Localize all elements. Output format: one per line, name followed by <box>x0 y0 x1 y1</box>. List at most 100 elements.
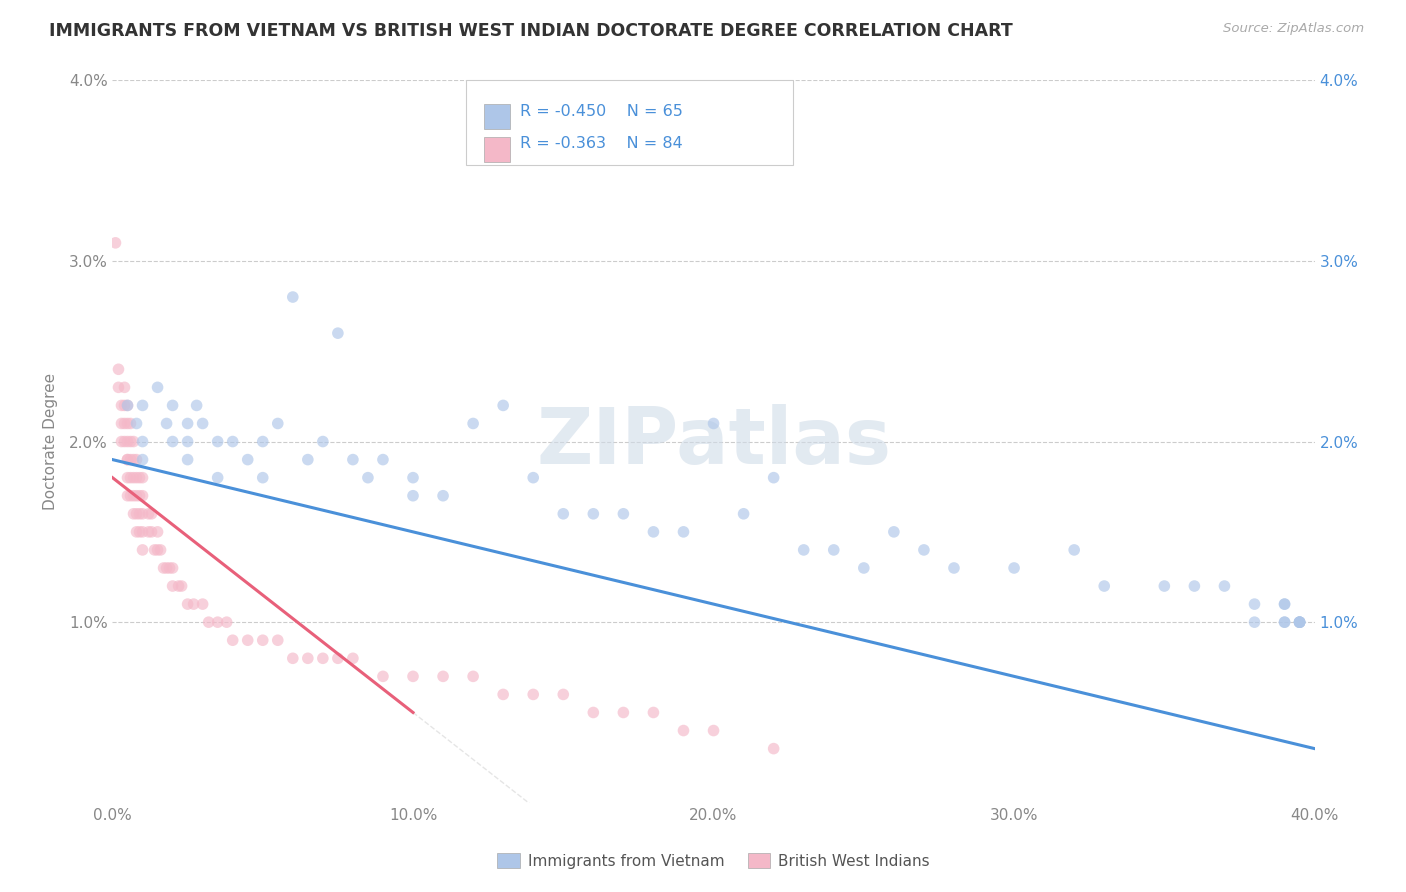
Point <box>461 669 484 683</box>
Point <box>131 452 153 467</box>
Point <box>176 434 198 449</box>
Point <box>114 417 136 431</box>
Point <box>122 434 145 449</box>
Point <box>1274 597 1296 611</box>
Point <box>461 417 484 431</box>
Point <box>297 452 319 467</box>
Point <box>1063 542 1085 557</box>
Point <box>236 633 259 648</box>
Point <box>131 507 153 521</box>
Point <box>122 452 145 467</box>
Point <box>1184 579 1206 593</box>
Point <box>522 471 544 485</box>
Point <box>672 524 695 539</box>
Point <box>823 542 845 557</box>
Point <box>267 633 290 648</box>
Point <box>432 489 454 503</box>
Point <box>176 597 198 611</box>
Point <box>120 417 142 431</box>
Point <box>138 524 160 539</box>
Point <box>492 687 515 701</box>
Point <box>117 471 139 485</box>
Point <box>252 434 274 449</box>
Point <box>128 489 150 503</box>
Point <box>1288 615 1310 630</box>
Point <box>117 398 139 412</box>
Point <box>131 471 153 485</box>
Text: R = -0.363    N = 84: R = -0.363 N = 84 <box>520 136 682 152</box>
Point <box>120 471 142 485</box>
Point <box>252 633 274 648</box>
Point <box>120 489 142 503</box>
Point <box>402 471 425 485</box>
Point <box>117 489 139 503</box>
Point <box>155 417 177 431</box>
Point <box>492 398 515 412</box>
Point <box>176 452 198 467</box>
Point <box>131 524 153 539</box>
Text: ZIPatlas: ZIPatlas <box>536 403 891 480</box>
Point <box>852 561 875 575</box>
Point <box>149 542 172 557</box>
Point <box>146 380 169 394</box>
Point <box>141 524 163 539</box>
Point <box>128 471 150 485</box>
Point <box>703 723 725 738</box>
Point <box>672 723 695 738</box>
Point <box>117 417 139 431</box>
Point <box>326 651 349 665</box>
Point <box>612 507 634 521</box>
Point <box>128 507 150 521</box>
Point <box>110 417 132 431</box>
Point <box>357 471 380 485</box>
Point <box>522 687 544 701</box>
Point <box>125 524 148 539</box>
Point <box>120 434 142 449</box>
Point <box>215 615 238 630</box>
Point <box>402 489 425 503</box>
Point <box>107 362 129 376</box>
Point <box>146 542 169 557</box>
Point <box>117 452 139 467</box>
Point <box>1288 615 1310 630</box>
Point <box>371 452 394 467</box>
Point <box>312 434 335 449</box>
Point <box>131 489 153 503</box>
Point <box>297 651 319 665</box>
Point <box>582 706 605 720</box>
Point <box>222 434 245 449</box>
Point <box>159 561 181 575</box>
Point <box>342 452 364 467</box>
Point <box>152 561 174 575</box>
Point <box>167 579 190 593</box>
Point <box>125 489 148 503</box>
Point <box>125 417 148 431</box>
Point <box>114 380 136 394</box>
Text: Source: ZipAtlas.com: Source: ZipAtlas.com <box>1223 22 1364 36</box>
Point <box>183 597 205 611</box>
Point <box>207 434 229 449</box>
Point <box>793 542 815 557</box>
Point <box>342 651 364 665</box>
Point <box>1274 615 1296 630</box>
Point <box>1243 615 1265 630</box>
Point <box>125 452 148 467</box>
Point <box>191 597 214 611</box>
Point <box>252 471 274 485</box>
Point <box>122 507 145 521</box>
Point <box>1288 615 1310 630</box>
Point <box>117 398 139 412</box>
Point <box>1092 579 1115 593</box>
Text: R = -0.450    N = 65: R = -0.450 N = 65 <box>520 103 682 119</box>
Point <box>107 380 129 394</box>
Text: IMMIGRANTS FROM VIETNAM VS BRITISH WEST INDIAN DOCTORATE DEGREE CORRELATION CHAR: IMMIGRANTS FROM VIETNAM VS BRITISH WEST … <box>49 22 1012 40</box>
Point <box>110 398 132 412</box>
Point <box>207 471 229 485</box>
Point <box>733 507 755 521</box>
Point <box>1288 615 1310 630</box>
Point <box>143 542 166 557</box>
Point <box>912 542 935 557</box>
Point <box>176 417 198 431</box>
Point <box>162 398 184 412</box>
Point <box>138 507 160 521</box>
